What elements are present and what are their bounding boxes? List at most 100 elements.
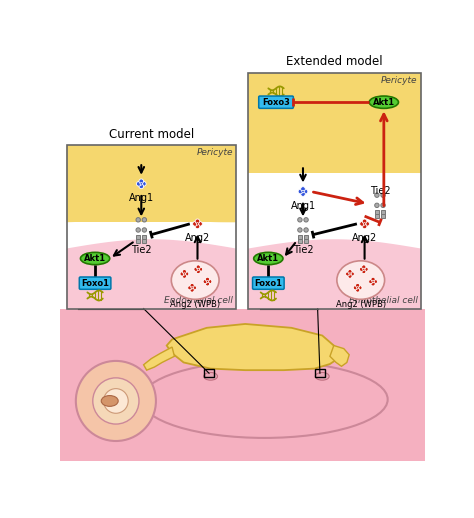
Bar — [204, 369, 214, 377]
Circle shape — [205, 282, 210, 286]
Circle shape — [190, 283, 194, 287]
Circle shape — [302, 190, 304, 193]
Circle shape — [192, 222, 197, 226]
Circle shape — [196, 265, 201, 269]
Circle shape — [362, 224, 367, 229]
Circle shape — [136, 218, 140, 222]
Circle shape — [93, 378, 139, 424]
Circle shape — [348, 274, 352, 278]
Ellipse shape — [254, 252, 283, 265]
Text: Ang2 (WPB): Ang2 (WPB) — [336, 300, 386, 309]
Circle shape — [356, 286, 359, 289]
Bar — [315, 369, 325, 377]
Circle shape — [198, 222, 202, 226]
Circle shape — [182, 274, 186, 278]
Circle shape — [195, 224, 200, 229]
Circle shape — [182, 269, 186, 274]
Circle shape — [140, 182, 143, 185]
Circle shape — [142, 228, 146, 232]
Circle shape — [136, 228, 140, 232]
Text: Tie2: Tie2 — [292, 246, 313, 255]
Text: Ang2: Ang2 — [352, 233, 377, 243]
Ellipse shape — [204, 372, 218, 380]
Bar — [248, 249, 421, 309]
Circle shape — [195, 219, 200, 224]
Circle shape — [298, 189, 303, 194]
Circle shape — [360, 222, 365, 226]
Circle shape — [364, 223, 366, 225]
Bar — [304, 235, 308, 239]
Circle shape — [298, 228, 302, 232]
Ellipse shape — [337, 261, 384, 299]
Bar — [375, 214, 379, 218]
Bar — [142, 235, 146, 239]
Polygon shape — [66, 239, 236, 309]
Circle shape — [180, 272, 184, 276]
Circle shape — [362, 269, 366, 274]
Circle shape — [371, 282, 375, 286]
Circle shape — [139, 184, 144, 189]
Circle shape — [371, 277, 375, 281]
Text: Pericyte: Pericyte — [381, 76, 418, 85]
Text: Endothelial cell: Endothelial cell — [164, 296, 233, 306]
Text: Ang1: Ang1 — [291, 201, 316, 211]
Circle shape — [199, 267, 202, 271]
Circle shape — [203, 280, 207, 284]
Circle shape — [372, 281, 374, 283]
Circle shape — [197, 268, 200, 270]
Text: Akt1: Akt1 — [373, 98, 395, 107]
Bar — [298, 239, 302, 243]
Ellipse shape — [101, 396, 118, 406]
Polygon shape — [330, 346, 349, 366]
Circle shape — [183, 273, 185, 275]
Circle shape — [208, 280, 212, 284]
Circle shape — [303, 189, 308, 194]
Bar — [136, 235, 140, 239]
Circle shape — [381, 203, 385, 208]
Text: Pericyte: Pericyte — [196, 148, 233, 157]
FancyBboxPatch shape — [253, 277, 284, 290]
Ellipse shape — [369, 96, 399, 108]
Text: Tie2: Tie2 — [370, 186, 390, 196]
Bar — [66, 249, 236, 309]
Circle shape — [206, 281, 209, 283]
Text: Foxo1: Foxo1 — [255, 279, 283, 287]
Bar — [375, 210, 379, 214]
Circle shape — [353, 286, 357, 290]
Bar — [298, 235, 302, 239]
Circle shape — [142, 181, 146, 186]
Bar — [136, 239, 140, 243]
Circle shape — [301, 186, 305, 191]
Circle shape — [348, 269, 352, 274]
Text: Akt1: Akt1 — [84, 254, 106, 263]
Circle shape — [356, 283, 360, 287]
Circle shape — [358, 286, 362, 290]
Bar — [61, 309, 425, 461]
Polygon shape — [144, 347, 174, 370]
Circle shape — [350, 272, 355, 276]
Polygon shape — [66, 146, 236, 222]
Circle shape — [301, 192, 305, 196]
Text: Extended model: Extended model — [286, 55, 383, 68]
Circle shape — [188, 286, 192, 290]
Polygon shape — [248, 73, 421, 173]
Circle shape — [184, 272, 189, 276]
Circle shape — [137, 181, 141, 186]
Circle shape — [139, 179, 144, 183]
Bar — [66, 146, 236, 309]
Ellipse shape — [315, 372, 329, 380]
Circle shape — [349, 273, 351, 275]
Circle shape — [359, 267, 364, 271]
Text: Ang1: Ang1 — [129, 193, 154, 203]
Ellipse shape — [81, 252, 109, 265]
Circle shape — [304, 218, 308, 222]
Circle shape — [298, 218, 302, 222]
Bar — [248, 73, 421, 173]
Circle shape — [205, 277, 210, 281]
Ellipse shape — [141, 361, 388, 438]
Text: Foxo1: Foxo1 — [81, 279, 109, 287]
Text: Foxo3: Foxo3 — [262, 98, 290, 107]
Bar — [304, 239, 308, 243]
Bar — [66, 146, 236, 222]
Circle shape — [362, 265, 366, 269]
